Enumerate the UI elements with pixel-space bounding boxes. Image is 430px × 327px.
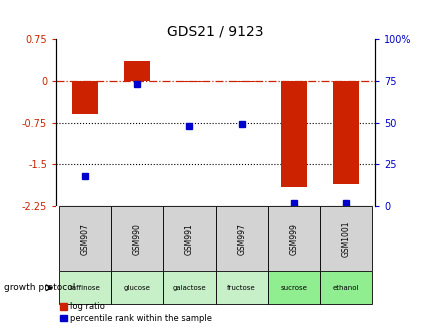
Bar	[58, 271, 111, 304]
Bar	[215, 271, 267, 304]
Bar	[111, 271, 163, 304]
Text: glucose: glucose	[123, 285, 150, 291]
Text: GSM1001: GSM1001	[341, 220, 350, 257]
Text: GSM999: GSM999	[289, 223, 298, 255]
Bar	[124, 61, 150, 81]
Bar	[319, 206, 372, 271]
Bar	[215, 206, 267, 271]
Text: growth protocol: growth protocol	[4, 283, 76, 292]
Title: GDS21 / 9123: GDS21 / 9123	[167, 24, 263, 38]
Bar	[319, 271, 372, 304]
Bar	[267, 206, 319, 271]
Bar	[111, 206, 163, 271]
Text: GSM997: GSM997	[237, 223, 246, 255]
Bar	[163, 206, 215, 271]
Bar	[163, 271, 215, 304]
Bar	[280, 81, 306, 186]
Text: galactose: galactose	[172, 285, 206, 291]
Text: raffinose: raffinose	[69, 285, 100, 291]
Bar	[267, 271, 319, 304]
Text: GSM907: GSM907	[80, 223, 89, 255]
Bar	[332, 81, 359, 184]
Bar	[176, 81, 202, 82]
Text: sucrose: sucrose	[280, 285, 307, 291]
Legend: log ratio, percentile rank within the sample: log ratio, percentile rank within the sa…	[60, 302, 212, 323]
Text: fructose: fructose	[227, 285, 255, 291]
Bar	[228, 81, 254, 82]
Bar	[71, 81, 98, 114]
Bar	[58, 206, 111, 271]
Text: ethanol: ethanol	[332, 285, 359, 291]
Text: GSM991: GSM991	[184, 223, 194, 255]
Text: GSM990: GSM990	[132, 223, 141, 255]
